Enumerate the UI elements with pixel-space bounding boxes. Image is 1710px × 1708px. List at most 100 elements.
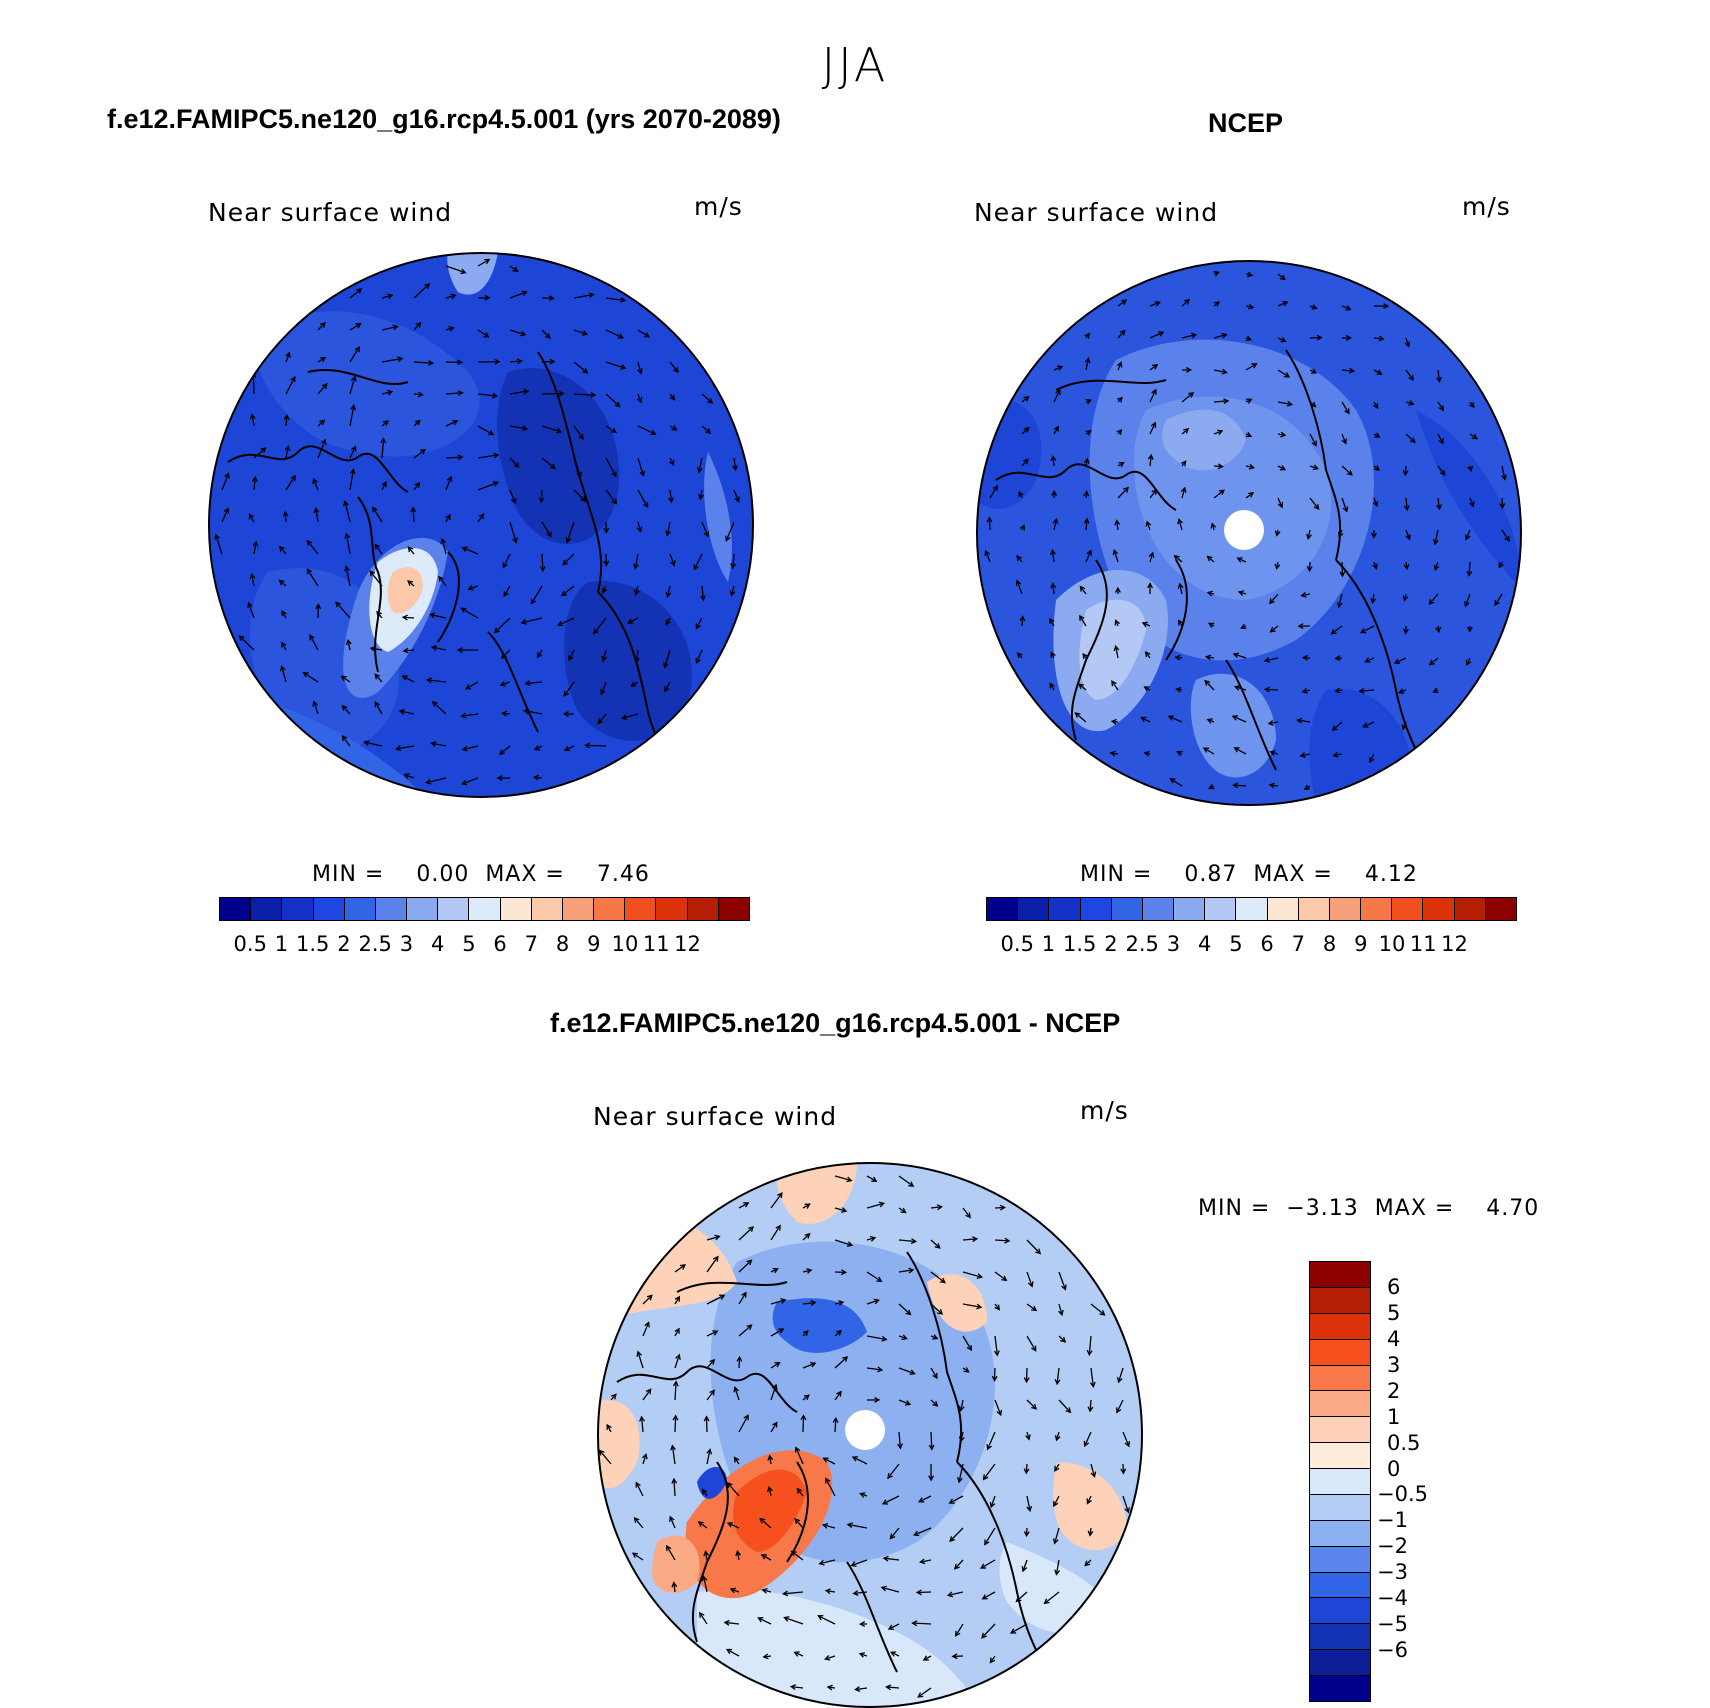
panel-3-colorbar-tick-label: −6 bbox=[1377, 1638, 1408, 1662]
panel-3-colorbar-tick-label: −5 bbox=[1377, 1612, 1408, 1636]
panel-3-colorbar-swatch bbox=[1310, 1573, 1370, 1599]
wind-vector-arrow bbox=[585, 745, 606, 746]
wind-vector-arrow bbox=[917, 1592, 931, 1593]
panel-2-subtitle: Near surface wind bbox=[974, 198, 1218, 227]
panel-2-min-label: MIN = bbox=[1080, 862, 1152, 887]
panel-1-colorbar-tick-label: 2.5 bbox=[358, 932, 391, 956]
panel-2-colorbar bbox=[986, 897, 1517, 921]
wind-vector-arrow bbox=[931, 1432, 932, 1449]
panel-1-colorbar-swatch bbox=[656, 898, 687, 920]
panel-2-colorbar-tick-label: 4 bbox=[1198, 932, 1211, 956]
panel-3-colorbar-swatch bbox=[1310, 1495, 1370, 1521]
panel-2-colorbar-swatch bbox=[1330, 898, 1361, 920]
panel-2-colorbar-tick-label: 12 bbox=[1441, 932, 1468, 956]
panel-1-colorbar-tick-label: 6 bbox=[493, 932, 506, 956]
panel-3-max-value: 4.70 bbox=[1486, 1196, 1539, 1221]
panel-3-subtitle: Near surface wind bbox=[593, 1102, 837, 1131]
panel-1-max-label: MAX = bbox=[485, 862, 565, 887]
panel-1-colorbar-tick-label: 7 bbox=[525, 932, 538, 956]
panel-1-colorbar bbox=[219, 897, 750, 921]
panel-1-colorbar-tick-label: 5 bbox=[462, 932, 475, 956]
panel-3-colorbar-tick-label: 0 bbox=[1387, 1457, 1400, 1481]
panel-1-colorbar-swatch bbox=[438, 898, 469, 920]
panel-2-colorbar-tick-label: 2 bbox=[1104, 932, 1117, 956]
panel-3-colorbar-swatch bbox=[1310, 1314, 1370, 1340]
panel-1-colorbar-tick-label: 10 bbox=[612, 932, 639, 956]
panel-2-colorbar-swatch bbox=[1174, 898, 1205, 920]
panel-2-colorbar-tick-label: 5 bbox=[1229, 932, 1242, 956]
panel-2-polar-map bbox=[976, 260, 1522, 806]
panel-2-colorbar-swatch bbox=[1049, 898, 1080, 920]
panel-2-colorbar-tick-label: 1 bbox=[1042, 932, 1055, 956]
panel-3-max-label: MAX = bbox=[1375, 1196, 1455, 1221]
panel-2-colorbar-tick-label: 0.5 bbox=[1001, 932, 1034, 956]
panel-3-colorbar-tick-label: 3 bbox=[1387, 1353, 1400, 1377]
panel-2-title: NCEP bbox=[1208, 108, 1283, 139]
panel-3-colorbar-swatch bbox=[1310, 1650, 1370, 1676]
panel-1-colorbar-swatch bbox=[345, 898, 376, 920]
panel-1-colorbar-swatch bbox=[314, 898, 345, 920]
panel-2-colorbar-tick-label: 1.5 bbox=[1063, 932, 1096, 956]
panel-3-colorbar-swatch bbox=[1310, 1469, 1370, 1495]
panel-1-colorbar-swatch bbox=[282, 898, 313, 920]
panel-1-max-value: 7.46 bbox=[597, 862, 650, 887]
panel-2-colorbar-swatch bbox=[1486, 898, 1516, 920]
panel-3-colorbar-swatch bbox=[1310, 1598, 1370, 1624]
panel-1-minmax: MIN = 0.00 MAX = 7.46 bbox=[312, 862, 650, 887]
panel-3-colorbar-tick-label: 5 bbox=[1387, 1301, 1400, 1325]
panel-3-colorbar-swatch bbox=[1310, 1288, 1370, 1314]
panel-2-colorbar-tick-label: 10 bbox=[1379, 932, 1406, 956]
panel-3-units: m/s bbox=[1080, 1096, 1129, 1125]
panel-1-colorbar-swatch bbox=[407, 898, 438, 920]
panel-3-title: f.e12.FAMIPC5.ne120_g16.rcp4.5.001 - NCE… bbox=[550, 1008, 1120, 1039]
panel-3-min-label: MIN = bbox=[1198, 1196, 1270, 1221]
panel-1-colorbar-swatch bbox=[719, 898, 749, 920]
panel-3-colorbar-swatch bbox=[1310, 1366, 1370, 1392]
panel-1-units: m/s bbox=[694, 192, 743, 221]
panel-1-colorbar-tick-label: 2 bbox=[337, 932, 350, 956]
panel-1-colorbar-swatch bbox=[220, 898, 251, 920]
panel-3-colorbar-swatch bbox=[1310, 1443, 1370, 1469]
panel-2-minmax: MIN = 0.87 MAX = 4.12 bbox=[1080, 862, 1418, 887]
panel-2-colorbar-tick-label: 11 bbox=[1410, 932, 1437, 956]
panel-3-colorbar-swatch bbox=[1310, 1521, 1370, 1547]
panel-1-colorbar-swatch bbox=[469, 898, 500, 920]
panel-1-colorbar-tick-label: 8 bbox=[556, 932, 569, 956]
panel-1-colorbar-swatch bbox=[532, 898, 563, 920]
panel-3-colorbar-tick-label: 4 bbox=[1387, 1327, 1400, 1351]
panel-1-colorbar-tick-label: 3 bbox=[400, 932, 413, 956]
panel-2-colorbar-tick-label: 2.5 bbox=[1125, 932, 1158, 956]
wind-vector-arrow bbox=[803, 1415, 804, 1432]
panel-1-colorbar-swatch bbox=[594, 898, 625, 920]
wind-vector-arrow bbox=[675, 1416, 676, 1432]
panel-3-colorbar bbox=[1309, 1261, 1371, 1702]
panel-3-colorbar-swatch bbox=[1310, 1676, 1370, 1701]
panel-1-colorbar-swatch bbox=[251, 898, 282, 920]
panel-3-minmax: MIN = −3.13 MAX = 4.70 bbox=[1198, 1196, 1539, 1221]
panel-1-colorbar-tick-label: 1.5 bbox=[296, 932, 329, 956]
panel-3-colorbar-swatch bbox=[1310, 1624, 1370, 1650]
panel-3-colorbar-tick-label: 6 bbox=[1387, 1275, 1400, 1299]
panel-3-colorbar-swatch bbox=[1310, 1391, 1370, 1417]
panel-1-colorbar-tick-label: 9 bbox=[587, 932, 600, 956]
panel-3-min-value: −3.13 bbox=[1286, 1196, 1358, 1221]
panel-2-max-value: 4.12 bbox=[1365, 862, 1418, 887]
panel-3-colorbar-tick-label: −0.5 bbox=[1377, 1482, 1428, 1506]
panel-2-colorbar-swatch bbox=[1236, 898, 1267, 920]
panel-2-units: m/s bbox=[1462, 192, 1511, 221]
panel-2-colorbar-swatch bbox=[1392, 898, 1423, 920]
panel-1-polar-map bbox=[208, 252, 754, 798]
panel-2-colorbar-swatch bbox=[1018, 898, 1049, 920]
panel-2-colorbar-tick-label: 9 bbox=[1354, 932, 1367, 956]
panel-2-colorbar-tick-label: 6 bbox=[1260, 932, 1273, 956]
panel-2-colorbar-tick-label: 3 bbox=[1167, 932, 1180, 956]
panel-2-colorbar-swatch bbox=[1205, 898, 1236, 920]
panel-1-colorbar-swatch bbox=[376, 898, 407, 920]
panel-1-colorbar-tick-label: 12 bbox=[674, 932, 701, 956]
wind-vector-arrow bbox=[706, 1417, 707, 1432]
panel-3-colorbar-swatch bbox=[1310, 1547, 1370, 1573]
panel-1-colorbar-tick-label: 0.5 bbox=[234, 932, 267, 956]
